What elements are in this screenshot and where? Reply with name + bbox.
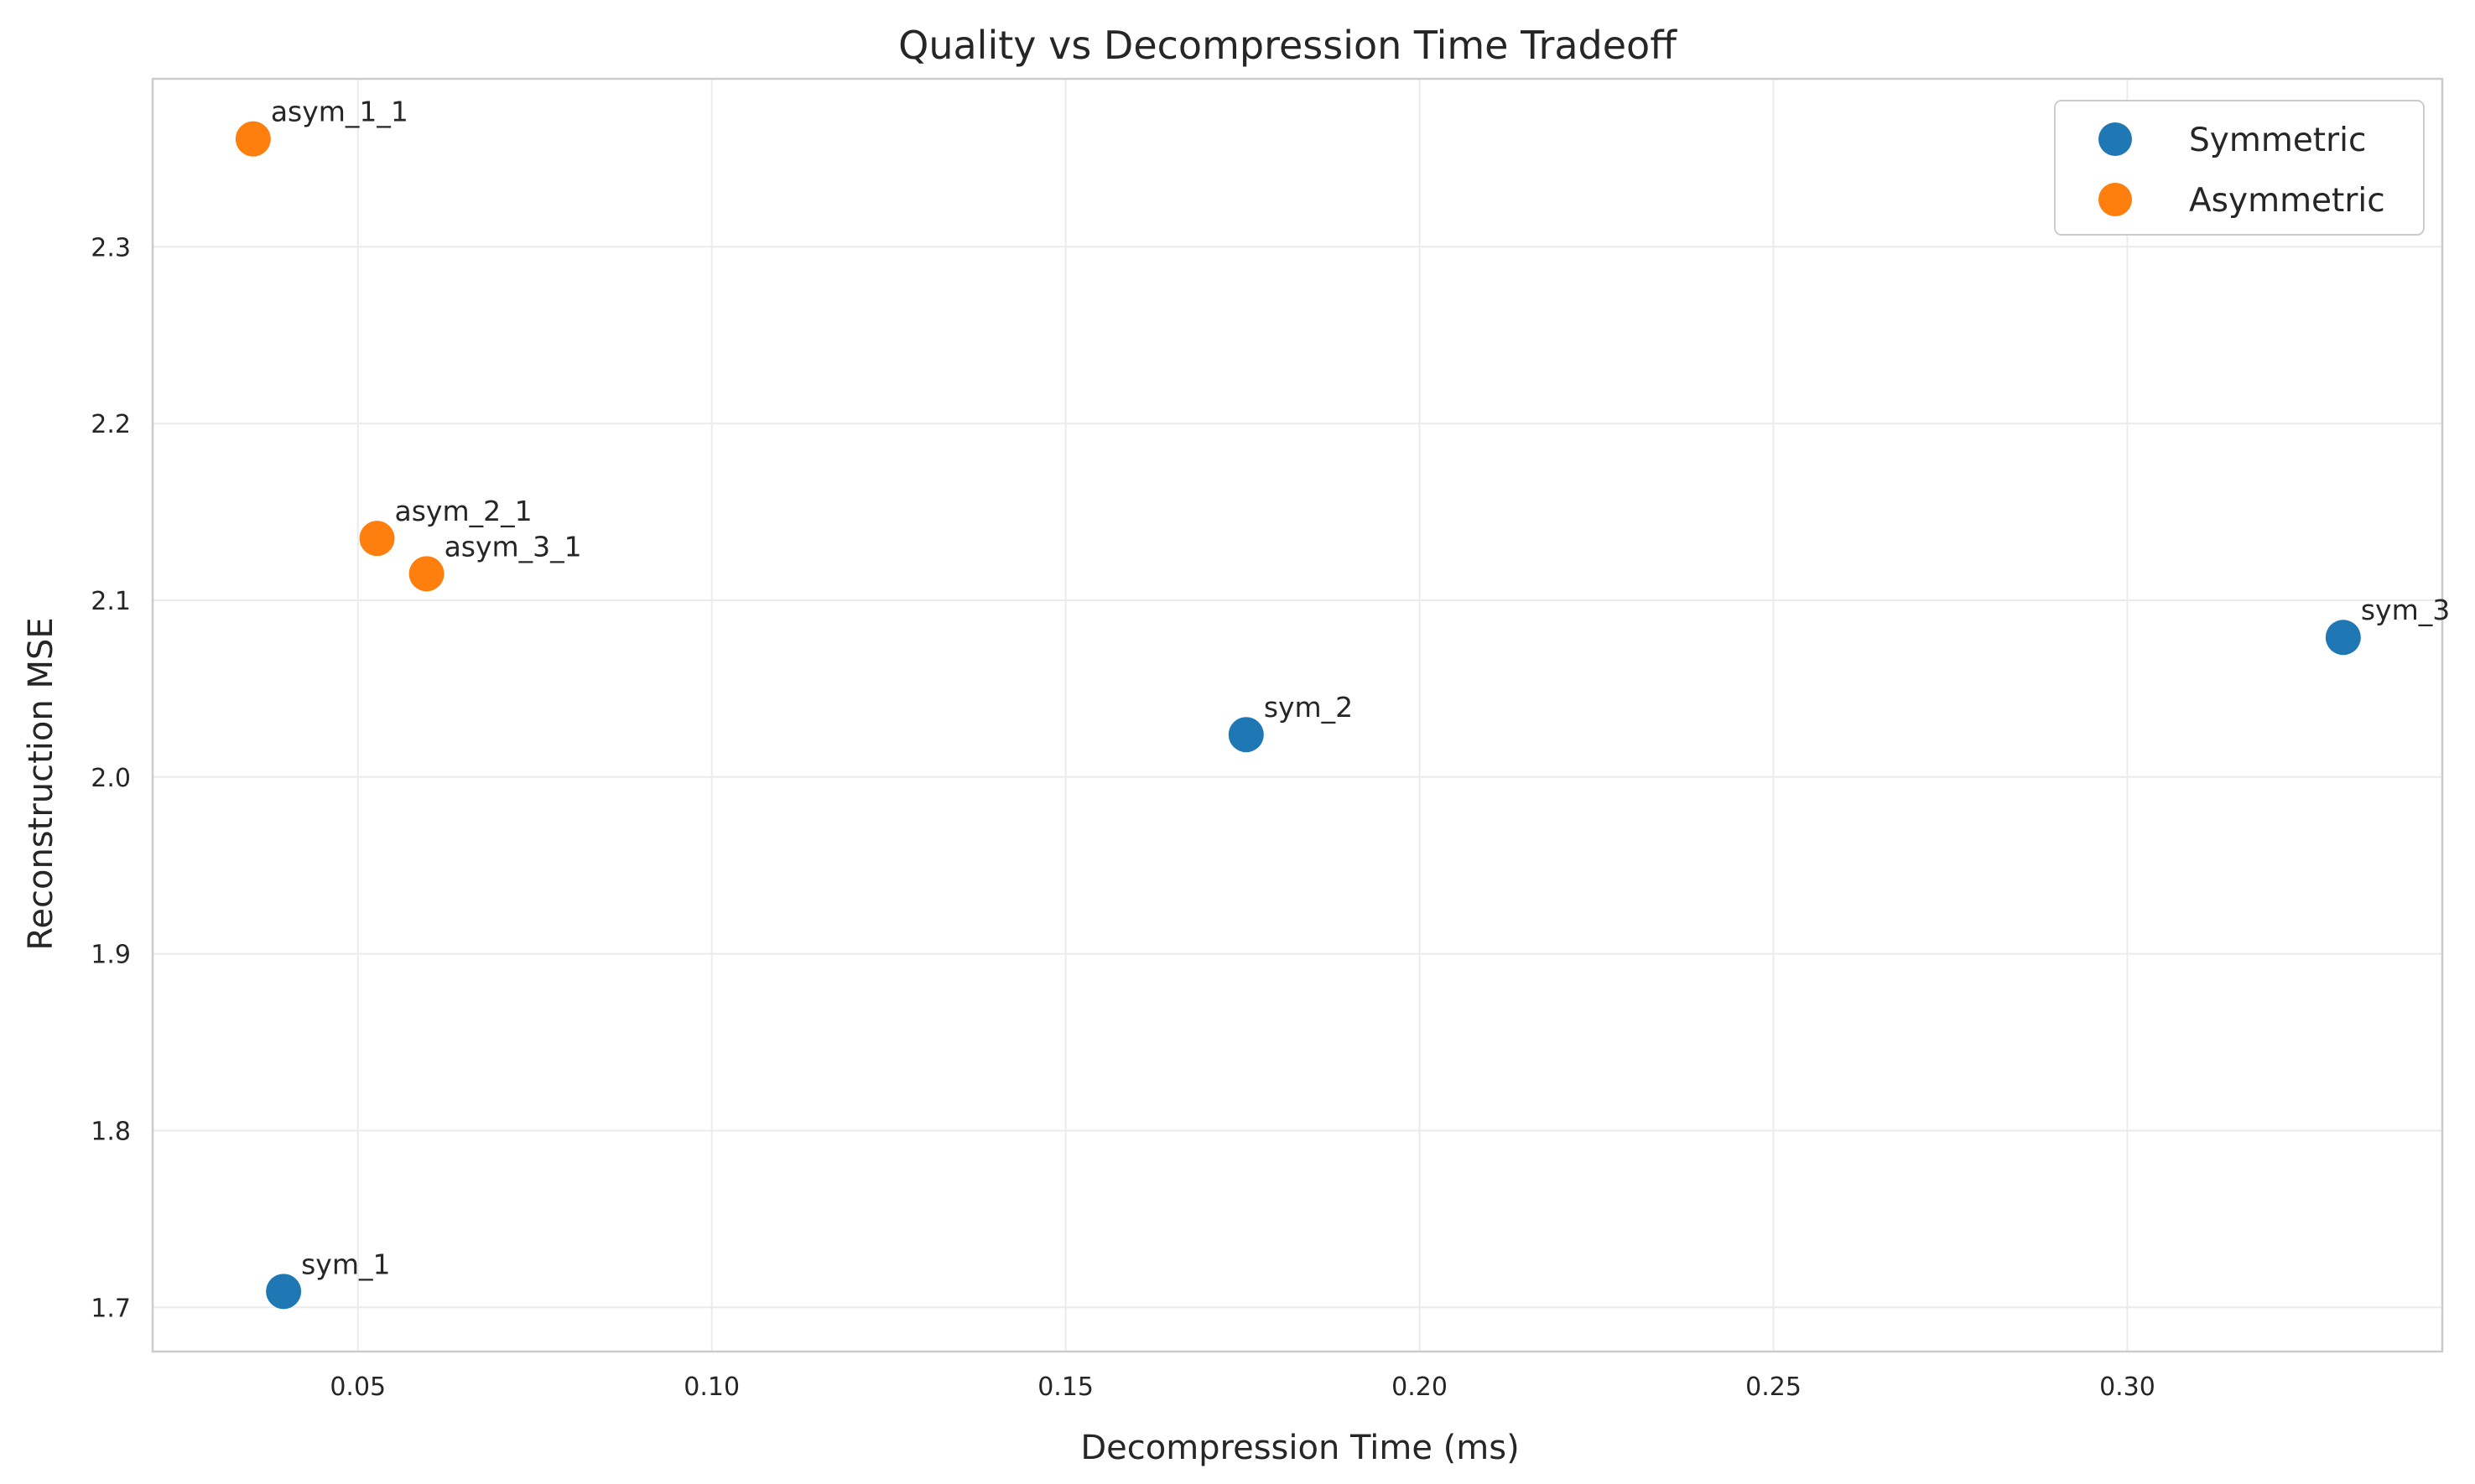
point-label-asym_3_1: asym_3_1 (445, 530, 582, 563)
x-tick-label: 0.20 (1391, 1372, 1448, 1402)
x-tick-label: 0.30 (2099, 1372, 2155, 1402)
legend-marker-asymmetric (2098, 183, 2132, 216)
x-axis-title: Decompression Time (ms) (1080, 1429, 1519, 1467)
grid-layer (153, 79, 2442, 1352)
point-label-sym_1: sym_1 (301, 1248, 390, 1280)
legend-label-asymmetric: Asymmetric (2189, 182, 2385, 220)
point-label-sym_3: sym_3 (2361, 594, 2450, 626)
data-point-asym_1_1 (235, 121, 271, 157)
y-tick-label: 2.0 (91, 764, 131, 793)
data-point-sym_3 (2325, 620, 2361, 656)
data-point-asym_2_1 (359, 521, 395, 557)
y-tick-label: 2.2 (91, 410, 131, 439)
data-point-sym_1 (266, 1274, 302, 1310)
plot-frame (151, 77, 2444, 1353)
x-tick-label: 0.05 (330, 1372, 386, 1402)
plot-background (153, 79, 2442, 1352)
tick-layer: 0.05 0.10 0.15 0.20 0.25 0.30 1.7 1.8 1.9 2.0 2.1 2… (91, 233, 2155, 1402)
y-tick-label: 1.7 (91, 1294, 131, 1323)
x-tick-label: 0.15 (1037, 1372, 1094, 1402)
chart-title: Quality vs Decompression Time Tradeoff (898, 23, 1677, 68)
legend: Symmetric Asymmetric (2054, 100, 2425, 236)
y-tick-label: 2.3 (91, 233, 131, 262)
legend-label-symmetric: Symmetric (2189, 122, 2366, 159)
point-label-asym_2_1: asym_2_1 (395, 495, 533, 527)
legend-marker-symmetric (2098, 122, 2132, 156)
x-tick-label: 0.25 (1745, 1372, 1802, 1402)
y-tick-label: 1.9 (91, 941, 131, 970)
data-point-asym_3_1 (408, 556, 445, 592)
y-tick-label: 2.1 (91, 587, 131, 616)
legend-box (2054, 100, 2425, 236)
y-axis-title: Reconstruction MSE (22, 617, 60, 950)
data-point-sym_2 (1228, 717, 1264, 753)
point-label-asym_1_1: asym_1_1 (271, 96, 408, 128)
point-layer (235, 121, 2361, 1310)
x-tick-label: 0.10 (684, 1372, 740, 1402)
y-tick-label: 1.8 (91, 1117, 131, 1146)
point-label-sym_2: sym_2 (1264, 691, 1353, 724)
